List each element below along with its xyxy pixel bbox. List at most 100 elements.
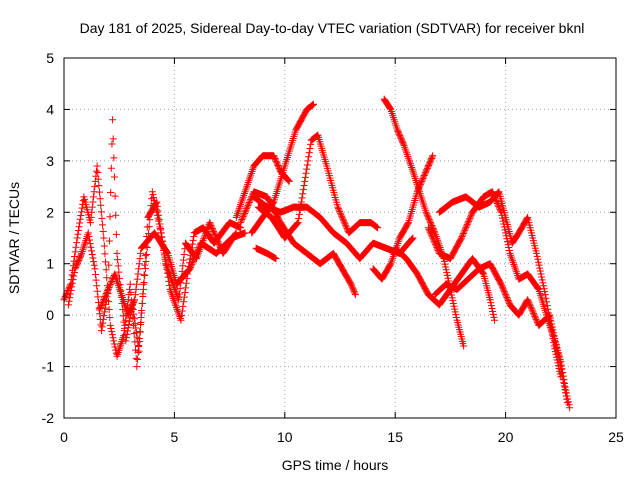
data-point-plus: [526, 302, 534, 310]
data-point-plus: [104, 285, 112, 293]
series-arc-m: [424, 188, 574, 412]
data-point-plus: [433, 245, 441, 253]
data-point-plus: [523, 215, 531, 223]
data-point-plus: [386, 104, 394, 112]
data-point-plus: [544, 305, 552, 313]
data-point-plus: [458, 232, 466, 240]
data-point-plus: [285, 177, 293, 185]
data-point-plus: [536, 267, 544, 275]
data-point-plus: [243, 203, 251, 211]
data-point-plus: [494, 201, 502, 209]
data-point-plus: [239, 212, 247, 220]
data-point-plus: [349, 285, 357, 293]
data-point-plus: [190, 254, 198, 262]
data-point-plus: [409, 234, 417, 242]
data-point-plus: [534, 255, 542, 263]
data-point-plus: [247, 169, 255, 177]
data-point-plus: [78, 204, 86, 212]
data-point-plus: [555, 356, 563, 364]
data-point-plus: [171, 300, 179, 308]
data-point-plus: [533, 252, 541, 260]
data-point-plus: [100, 312, 108, 320]
data-point-plus: [112, 211, 120, 219]
data-point-plus: [466, 214, 474, 222]
data-point-plus: [109, 135, 117, 143]
data-point-plus: [209, 226, 217, 234]
data-point-plus: [132, 324, 140, 332]
data-point-plus: [68, 283, 76, 291]
data-point-plus: [176, 284, 184, 292]
data-point-plus: [125, 320, 133, 328]
data-point-plus: [420, 172, 428, 180]
data-point-plus: [131, 291, 139, 299]
data-point-plus: [101, 293, 109, 300]
data-point-plus: [421, 169, 429, 177]
data-point-plus: [465, 216, 473, 224]
data-point-plus: [563, 399, 571, 407]
data-point-plus: [240, 191, 248, 199]
data-point-plus: [503, 238, 511, 246]
data-point-plus: [177, 316, 185, 324]
data-point-plus: [245, 199, 253, 207]
data-point-plus: [509, 259, 517, 267]
data-point-plus: [407, 162, 415, 170]
data-point-plus: [100, 294, 108, 302]
data-point-plus: [374, 224, 382, 232]
data-point-plus: [175, 296, 183, 304]
data-point-plus: [493, 198, 501, 206]
data-point-plus: [61, 293, 69, 301]
data-point-plus: [303, 161, 311, 169]
data-point-plus: [505, 244, 513, 252]
data-point-plus: [130, 297, 138, 305]
data-point-plus: [403, 151, 411, 159]
data-point-plus: [429, 152, 437, 160]
data-point-plus: [540, 285, 548, 293]
data-point-plus: [113, 249, 121, 257]
data-point-plus: [61, 294, 69, 302]
data-point-plus: [100, 234, 108, 242]
data-point-plus: [87, 243, 95, 251]
data-point-plus: [179, 256, 187, 264]
data-point-plus: [195, 244, 203, 252]
data-point-plus: [110, 337, 118, 345]
data-point-plus: [237, 219, 245, 227]
data-point-plus: [99, 227, 107, 235]
data-point-plus: [211, 232, 219, 240]
data-point-plus: [299, 190, 307, 198]
data-point-plus: [340, 218, 348, 226]
data-point-plus: [533, 249, 541, 257]
plot-frame: [63, 57, 617, 419]
data-point-plus: [137, 249, 145, 257]
data-point-plus: [524, 297, 532, 305]
data-point-plus: [502, 292, 510, 300]
data-point-plus: [91, 265, 99, 273]
data-point-plus: [550, 329, 558, 337]
data-point-plus: [97, 208, 105, 216]
data-point-plus: [141, 271, 149, 279]
series-arc-a: [60, 162, 245, 371]
data-point-plus: [235, 204, 243, 212]
data-point-plus: [244, 202, 252, 210]
data-point-plus: [557, 366, 565, 374]
data-point-plus: [189, 236, 197, 244]
data-point-plus: [102, 266, 110, 274]
data-point-plus: [93, 167, 101, 175]
data-point-plus: [410, 171, 418, 179]
data-point-plus: [66, 290, 74, 298]
data-point-plus: [548, 323, 556, 331]
data-point-plus: [465, 217, 473, 225]
data-point-plus: [403, 149, 411, 157]
data-point-plus: [97, 303, 105, 311]
data-point-plus: [99, 299, 107, 306]
data-point-plus: [116, 343, 124, 351]
data-point-plus: [245, 200, 253, 208]
x-tick-label: 10: [277, 429, 293, 445]
data-point-plus: [555, 352, 563, 360]
data-point-plus: [214, 238, 222, 246]
data-point-plus: [64, 301, 72, 309]
data-point-plus: [422, 208, 430, 216]
data-point-plus: [86, 236, 94, 244]
data-point-plus: [507, 251, 515, 259]
data-point-plus: [182, 279, 190, 287]
data-point-plus: [504, 296, 512, 304]
